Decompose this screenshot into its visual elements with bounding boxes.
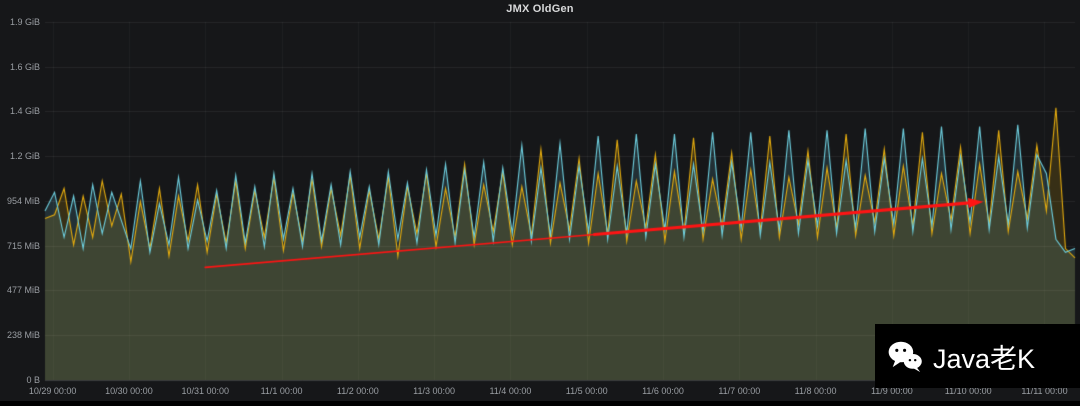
y-tick-label: 1.6 GiB (9, 61, 40, 72)
y-tick-label: 238 MiB (6, 330, 40, 341)
y-tick-label: 1.9 GiB (9, 17, 40, 27)
x-tick-label: 11/6 00:00 (642, 386, 684, 396)
y-tick-label: 1.4 GiB (9, 106, 40, 117)
watermark: Java老K (875, 324, 1080, 388)
x-tick-label: 11/10 00:00 (944, 386, 992, 396)
x-tick-label: 11/11 00:00 (1021, 386, 1068, 396)
x-tick-label: 11/2 00:00 (336, 386, 379, 396)
x-tick-label: 11/9 00:00 (870, 386, 913, 396)
panel-title: JMX OldGen (506, 3, 574, 15)
x-tick-label: 11/1 00:00 (260, 386, 303, 396)
y-tick-label: 0 B (26, 375, 40, 385)
x-tick-label: 11/5 00:00 (565, 386, 608, 396)
y-tick-label: 1.2 GiB (9, 151, 40, 162)
y-tick-label: 715 MiB (6, 240, 40, 251)
x-tick-label: 11/7 00:00 (718, 386, 761, 396)
x-tick-label: 10/29 00:00 (28, 386, 77, 396)
x-tick-label: 11/3 00:00 (413, 386, 456, 396)
y-tick-label: 954 MiB (6, 195, 40, 206)
watermark-text: Java老K (933, 343, 1036, 374)
bottom-bar (0, 401, 1080, 406)
wechat-icon (887, 340, 923, 373)
x-tick-label: 10/30 00:00 (105, 386, 153, 396)
x-tick-label: 10/31 00:00 (181, 386, 229, 396)
x-tick-label: 11/4 00:00 (489, 386, 532, 396)
y-tick-label: 477 MiB (6, 285, 40, 296)
x-tick-label: 11/8 00:00 (794, 386, 837, 396)
